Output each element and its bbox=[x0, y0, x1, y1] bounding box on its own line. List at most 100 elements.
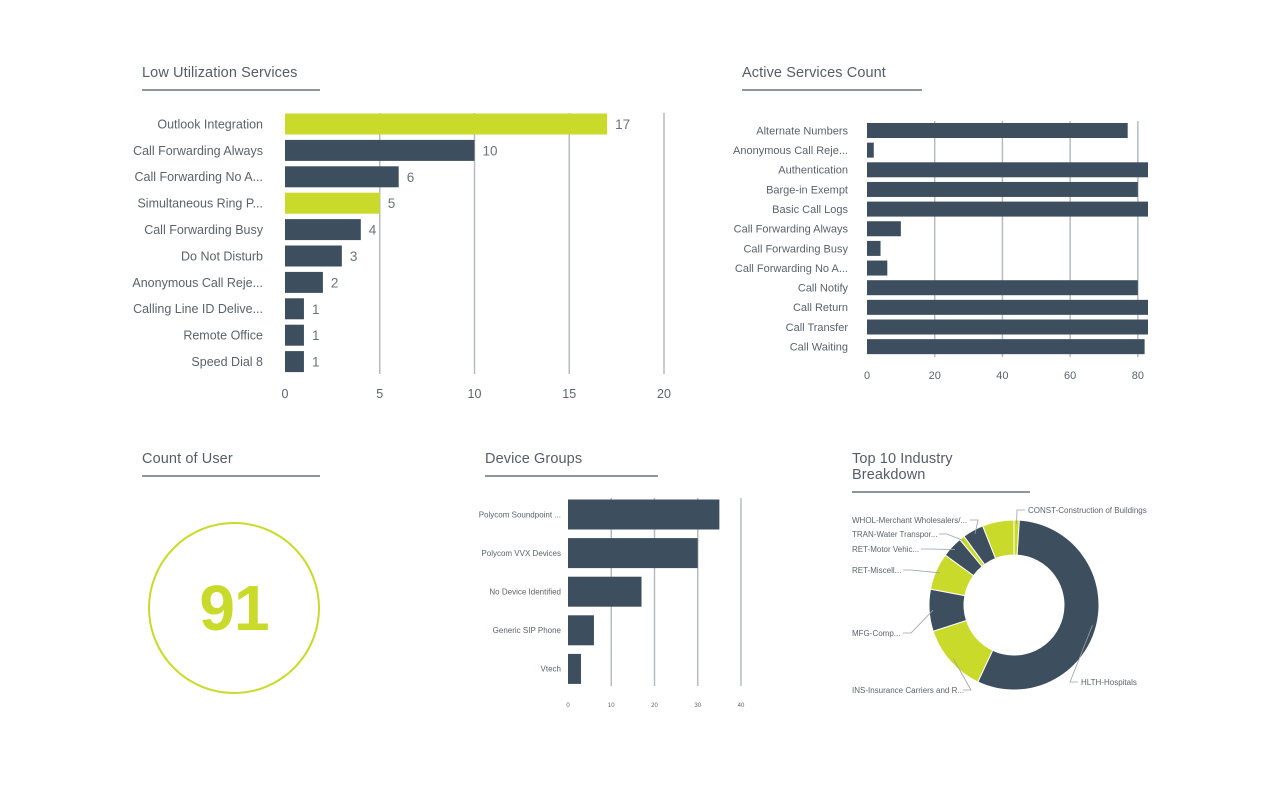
leader-line bbox=[921, 548, 955, 550]
tick-label: 0 bbox=[282, 387, 289, 401]
category-label: Vtech bbox=[541, 665, 561, 674]
category-label: Call Forwarding Always bbox=[133, 144, 263, 158]
category-label: Speed Dial 8 bbox=[191, 355, 263, 369]
category-label: Call Forwarding Busy bbox=[144, 223, 264, 237]
category-label: Call Forwarding Always bbox=[734, 224, 849, 236]
tick-label: 5 bbox=[376, 387, 383, 401]
bar bbox=[285, 351, 304, 373]
category-label: Calling Line ID Delive... bbox=[133, 302, 263, 316]
bar bbox=[285, 245, 342, 267]
leader-line bbox=[939, 533, 965, 542]
category-label: Call Forwarding No A... bbox=[134, 170, 263, 184]
bar bbox=[867, 339, 1145, 355]
category-label: Anonymous Call Reje... bbox=[733, 145, 848, 157]
category-label: Polycom VVX Devices bbox=[481, 549, 561, 558]
bar bbox=[285, 192, 380, 214]
bar bbox=[867, 299, 1148, 315]
bar bbox=[867, 142, 874, 158]
category-label: Authentication bbox=[778, 165, 848, 177]
slice-label: HLTH-Hospitals bbox=[1081, 678, 1137, 687]
bar bbox=[568, 615, 594, 646]
slice-label: MFG-Comp... bbox=[852, 629, 900, 638]
bar bbox=[285, 298, 304, 320]
bar bbox=[285, 139, 475, 161]
category-label: Anonymous Call Reje... bbox=[132, 276, 263, 290]
tick-label: 60 bbox=[1064, 370, 1076, 382]
category-label: Call Transfer bbox=[786, 322, 849, 334]
category-label: Remote Office bbox=[183, 329, 263, 343]
leader-line bbox=[1069, 624, 1093, 683]
tick-label: 10 bbox=[608, 703, 615, 709]
data-label: 4 bbox=[369, 223, 377, 238]
user-count-value: 91 bbox=[199, 572, 269, 644]
data-label: 10 bbox=[483, 143, 498, 158]
slice-label: RET-Motor Vehic... bbox=[852, 545, 919, 554]
category-label: Polycom Soundpoint ... bbox=[479, 510, 561, 519]
device-groups-title: Device Groups bbox=[485, 451, 658, 477]
data-label: 1 bbox=[312, 328, 320, 343]
bar bbox=[285, 271, 323, 293]
bar bbox=[568, 653, 581, 684]
tick-label: 40 bbox=[738, 703, 745, 709]
bar bbox=[867, 260, 888, 276]
category-label: Do Not Disturb bbox=[181, 249, 263, 263]
tick-label: 30 bbox=[694, 703, 701, 709]
bar bbox=[285, 113, 608, 135]
category-label: Generic SIP Phone bbox=[493, 626, 562, 635]
leader-line bbox=[903, 609, 934, 634]
bar bbox=[867, 280, 1138, 296]
tick-label: 40 bbox=[996, 370, 1008, 382]
leader-line bbox=[952, 658, 972, 691]
data-label: 6 bbox=[407, 170, 415, 185]
data-label: 17 bbox=[615, 117, 630, 132]
category-label: Call Forwarding Busy bbox=[743, 243, 848, 255]
slice-label: INS-Insurance Carriers and R... bbox=[852, 686, 964, 695]
category-label: Basic Call Logs bbox=[772, 204, 848, 216]
slice-label: CONST-Construction of Buildings bbox=[1028, 506, 1147, 515]
tick-label: 20 bbox=[651, 703, 658, 709]
bar bbox=[568, 499, 720, 530]
category-label: Call Forwarding No A... bbox=[735, 263, 848, 275]
low-utilization-title: Low Utilization Services bbox=[142, 65, 320, 91]
category-label: Simultaneous Ring P... bbox=[137, 197, 263, 211]
tick-label: 20 bbox=[929, 370, 941, 382]
slice-label: WHOL-Merchant Wholesalers/... bbox=[852, 516, 967, 525]
bar bbox=[285, 166, 399, 188]
tick-label: 10 bbox=[468, 387, 482, 401]
tick-label: 20 bbox=[657, 387, 671, 401]
data-label: 3 bbox=[350, 249, 358, 264]
bar bbox=[568, 576, 642, 607]
user-count-circle: 91 bbox=[148, 522, 320, 694]
data-label: 2 bbox=[331, 275, 339, 290]
bar bbox=[867, 319, 1148, 335]
industry-breakdown-title: Top 10 Industry Breakdown bbox=[852, 451, 1030, 493]
category-label: Call Waiting bbox=[790, 342, 848, 354]
data-label: 5 bbox=[388, 196, 396, 211]
leader-line bbox=[903, 569, 940, 574]
category-label: No Device Identified bbox=[489, 588, 561, 597]
category-label: Outlook Integration bbox=[157, 117, 263, 131]
data-label: 1 bbox=[312, 355, 320, 370]
tick-label: 80 bbox=[1132, 370, 1144, 382]
data-label: 1 bbox=[312, 302, 320, 317]
category-label: Call Notify bbox=[798, 283, 849, 295]
tick-label: 0 bbox=[864, 370, 870, 382]
slice-label: RET-Miscell... bbox=[852, 566, 901, 575]
bar bbox=[867, 181, 1138, 197]
tick-label: 0 bbox=[566, 703, 570, 709]
count-of-user-title: Count of User bbox=[142, 451, 320, 477]
bar bbox=[285, 324, 304, 346]
donut-slice bbox=[982, 519, 1015, 560]
bar bbox=[285, 219, 361, 241]
active-services-title: Active Services Count bbox=[742, 65, 922, 91]
leader-line bbox=[1016, 509, 1025, 525]
bar bbox=[867, 240, 881, 256]
bar bbox=[867, 201, 1148, 217]
category-label: Barge-in Exempt bbox=[766, 184, 848, 196]
bar bbox=[568, 538, 698, 569]
donut-slice bbox=[977, 519, 1100, 691]
